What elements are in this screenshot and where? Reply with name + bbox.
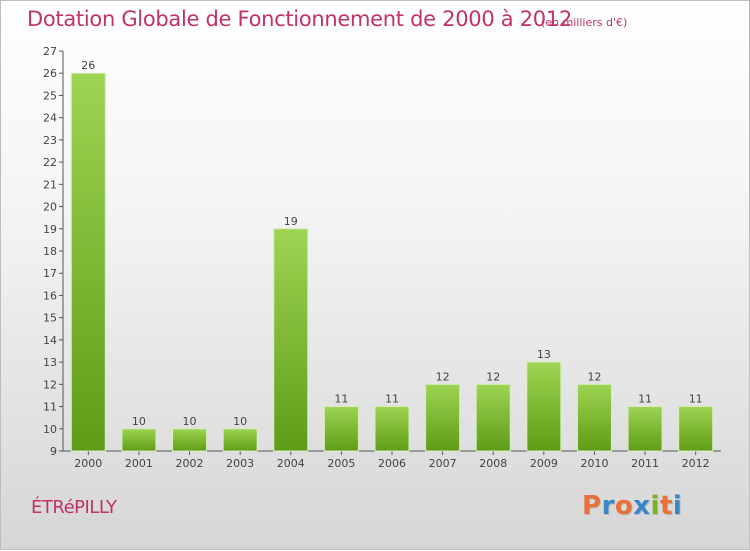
chart-title: Dotation Globale de Fonctionnement de 20… <box>27 7 572 31</box>
data-label-2008: 12 <box>486 370 500 383</box>
x-tick-label-2007: 2007 <box>429 457 457 470</box>
data-label-2000: 26 <box>81 59 95 72</box>
y-tick-label: 12 <box>43 378 57 391</box>
x-tick-label-2000: 2000 <box>74 457 102 470</box>
logo-letter: P <box>582 491 602 521</box>
y-tick-label: 13 <box>43 356 57 369</box>
x-tick-label-2004: 2004 <box>277 457 305 470</box>
bar-2005 <box>323 406 359 452</box>
bar-2004 <box>273 228 309 452</box>
bar-2006 <box>374 406 410 452</box>
bar-2000 <box>70 72 106 452</box>
data-label-2009: 13 <box>537 348 551 361</box>
commune-name: ÉTRéPILLY <box>31 497 117 518</box>
y-tick-label: 14 <box>43 334 57 347</box>
x-tick-label-2008: 2008 <box>479 457 507 470</box>
logo-letter: x <box>633 491 651 521</box>
data-label-2005: 11 <box>334 393 348 406</box>
logo-letter: r <box>601 491 615 521</box>
bar-2003 <box>222 428 258 452</box>
y-tick-label: 24 <box>43 112 57 125</box>
bar-2008 <box>475 383 511 452</box>
x-tick-label-2001: 2001 <box>125 457 153 470</box>
y-tick-label: 20 <box>43 201 57 214</box>
y-tick-label: 26 <box>43 67 57 80</box>
data-label-2011: 11 <box>638 393 652 406</box>
y-tick-label: 21 <box>43 178 57 191</box>
x-tick-label-2009: 2009 <box>530 457 558 470</box>
chart-subtitle: (en milliers d'€) <box>541 16 628 29</box>
x-tick-label-2012: 2012 <box>682 457 710 470</box>
bar-2009 <box>526 361 562 452</box>
data-label-2007: 12 <box>436 370 450 383</box>
bar-2002 <box>172 428 208 452</box>
bar-2001 <box>121 428 157 452</box>
x-tick-label-2011: 2011 <box>631 457 659 470</box>
logo-letter: t <box>659 491 673 521</box>
data-label-2002: 10 <box>183 415 197 428</box>
proxiti-logo: Proxiti <box>582 491 682 521</box>
data-label-2001: 10 <box>132 415 146 428</box>
y-tick-label: 22 <box>43 156 57 169</box>
data-label-2003: 10 <box>233 415 247 428</box>
data-label-2006: 11 <box>385 393 399 406</box>
logo-letter: i <box>650 491 660 521</box>
bar-2010 <box>576 383 612 452</box>
x-tick-label-2006: 2006 <box>378 457 406 470</box>
bar-2007 <box>425 383 461 452</box>
y-tick-label: 15 <box>43 312 57 325</box>
logo-letter: o <box>614 491 634 521</box>
y-tick-label: 17 <box>43 267 57 280</box>
bar-2011 <box>627 406 663 452</box>
data-label-2012: 11 <box>689 393 703 406</box>
data-label-2004: 19 <box>284 215 298 228</box>
data-label-2010: 12 <box>587 370 601 383</box>
x-tick-label-2010: 2010 <box>580 457 608 470</box>
y-tick-label: 9 <box>50 445 57 458</box>
y-tick-label: 11 <box>43 401 57 414</box>
y-tick-label: 10 <box>43 423 57 436</box>
logo-letter: i <box>672 491 683 521</box>
x-tick-label-2003: 2003 <box>226 457 254 470</box>
y-tick-label: 27 <box>43 45 57 58</box>
y-tick-label: 25 <box>43 89 57 102</box>
x-tick-label-2005: 2005 <box>327 457 355 470</box>
x-tick-label-2002: 2002 <box>176 457 204 470</box>
y-tick-label: 18 <box>43 245 57 258</box>
bar-2012 <box>678 406 714 452</box>
y-tick-label: 19 <box>43 223 57 236</box>
y-tick-label: 16 <box>43 289 57 302</box>
y-tick-label: 23 <box>43 134 57 147</box>
